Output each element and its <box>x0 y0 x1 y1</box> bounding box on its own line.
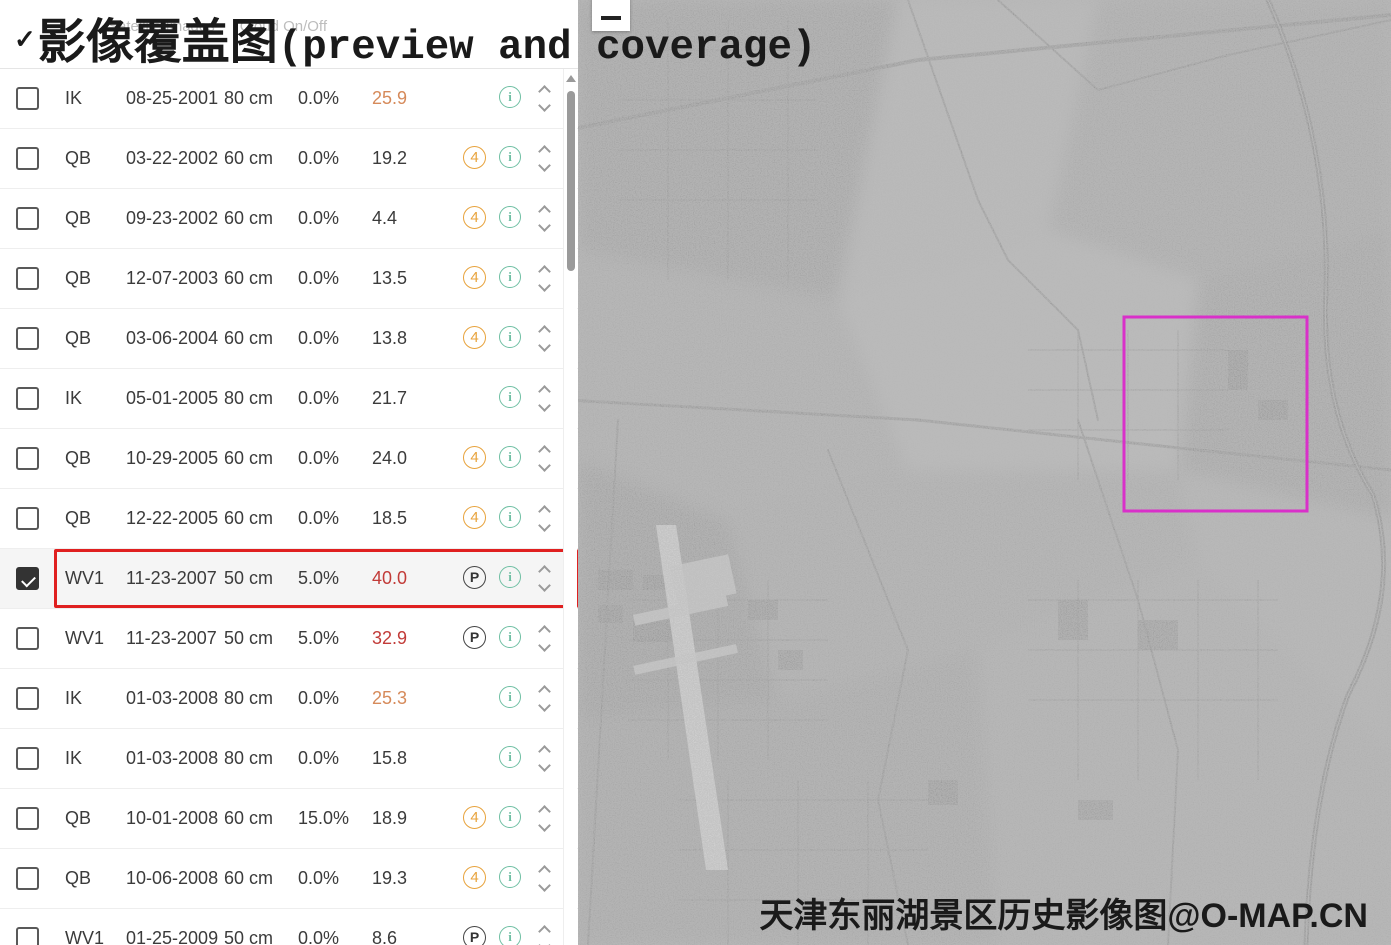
svg-text:天津东丽湖景区历史影像图@O-MAP.CN: 天津东丽湖景区历史影像图@O-MAP.CN <box>759 896 1368 935</box>
